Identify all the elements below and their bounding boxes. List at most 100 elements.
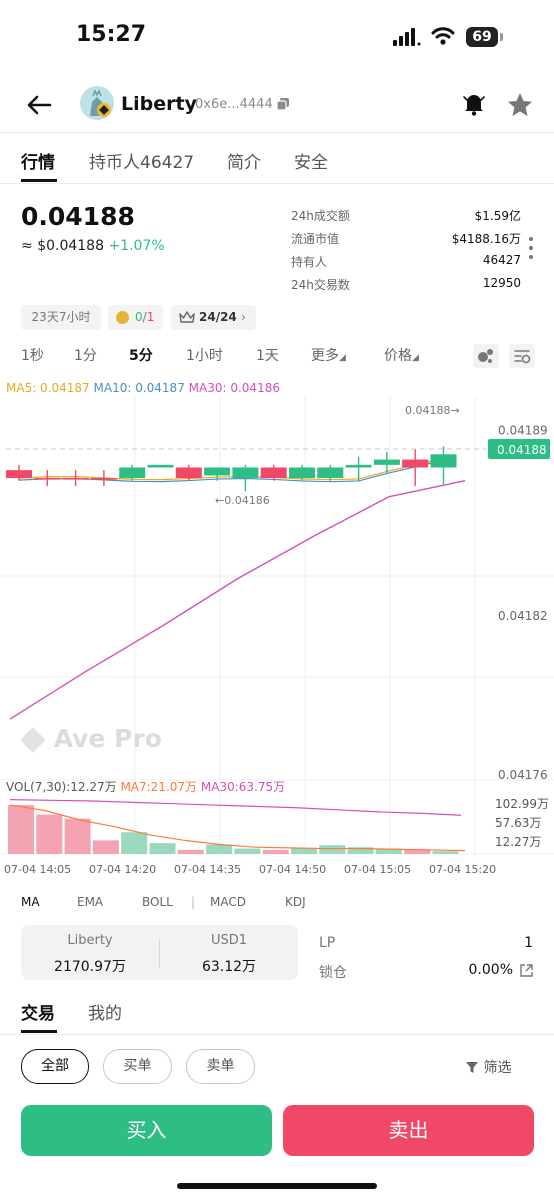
status-time: 15:27	[76, 22, 147, 47]
candle-body	[62, 478, 89, 480]
token-name: Liberty	[121, 93, 197, 115]
ma-legend: MA5: 0.04187 MA10: 0.04187 MA30: 0.04186	[6, 381, 280, 395]
lp-label: LP	[319, 935, 336, 951]
candle-body	[402, 459, 429, 468]
volume-bar	[36, 814, 63, 854]
caret-down-icon: ◢	[339, 353, 346, 363]
time-axis-label: 07-04 14:05	[4, 863, 71, 876]
back-arrow-icon[interactable]	[26, 94, 52, 116]
crown-chip[interactable]: 24/24 ›	[171, 305, 256, 330]
tab-holders[interactable]: 持币人46427	[89, 153, 195, 173]
wifi-icon	[431, 27, 455, 45]
volume-bar	[375, 848, 402, 854]
stat-label-volume: 24h成交额	[291, 209, 350, 223]
candle-body	[204, 467, 231, 476]
price-chart[interactable]: 0.04189 0.04182 0.04176 0.04188 0.04188→ ←0.0…	[0, 396, 554, 880]
funnel-icon	[466, 1062, 478, 1073]
ma30-value: MA30: 0.04186	[188, 381, 280, 395]
volume-bar	[64, 818, 91, 854]
vol-ma7-value: MA7:21.07万	[120, 780, 198, 794]
timeframe-1h[interactable]: 1小时	[186, 348, 223, 364]
active-tab-indicator	[21, 179, 57, 182]
price-axis-label: 0.04176	[498, 768, 548, 782]
liquidity-pool-box: Liberty 2170.97万 USD1 63.12万	[21, 925, 298, 980]
token-avatar	[80, 86, 114, 120]
ma30-price-line	[9, 480, 466, 720]
time-axis-label: 07-04 14:50	[259, 863, 326, 876]
high-annotation: 0.04188→	[405, 404, 460, 417]
favorite-star-icon[interactable]	[506, 91, 534, 119]
candle-body	[430, 454, 457, 468]
filter-sell[interactable]: 卖单	[186, 1049, 255, 1084]
indicator-ma[interactable]: MA	[21, 895, 40, 909]
timeframe-1d[interactable]: 1天	[256, 348, 279, 364]
stat-label-holders: 持有人	[291, 255, 328, 269]
volume-bar	[92, 840, 119, 854]
candle-body	[175, 467, 202, 479]
chart-tools-button[interactable]	[473, 344, 499, 368]
candle-body	[6, 470, 32, 479]
tax-values: 0/1	[135, 305, 154, 330]
sell-button[interactable]: 卖出	[283, 1105, 534, 1156]
tab-intro[interactable]: 简介	[227, 153, 261, 173]
volume-bar	[149, 843, 176, 854]
watermark-text: Ave Pro	[53, 724, 162, 753]
filter-buy[interactable]: 买单	[103, 1049, 172, 1084]
time-axis-label: 07-04 14:35	[174, 863, 241, 876]
battery-cap	[500, 33, 503, 41]
indicator-ema[interactable]: EMA	[77, 895, 104, 909]
tax-chip[interactable]: 0/1	[108, 305, 163, 330]
pool-token-value: 2170.97万	[54, 959, 126, 975]
filter-button[interactable]: 筛选	[465, 1057, 511, 1077]
candle-body	[232, 467, 259, 479]
home-indicator	[177, 1183, 377, 1189]
filter-all[interactable]: 全部	[21, 1049, 89, 1084]
alert-bell-icon[interactable]	[461, 91, 487, 117]
stat-label-mcap: 流通市值	[291, 232, 340, 246]
copy-icon[interactable]	[276, 97, 290, 111]
candle-body	[345, 464, 372, 468]
age-chip: 23天7小时	[21, 305, 101, 330]
vol-ma7-line	[9, 804, 466, 852]
volume-bar	[234, 848, 261, 854]
external-link-icon[interactable]	[519, 963, 534, 978]
timeframe-1s[interactable]: 1秒	[21, 348, 44, 364]
tab-market[interactable]: 行情	[21, 153, 55, 173]
indicator-kdj[interactable]: KDJ	[285, 895, 306, 909]
candle-body	[34, 478, 61, 480]
buy-tax: 0	[135, 310, 143, 324]
price-change: +1.07%	[108, 238, 165, 254]
tab-security[interactable]: 安全	[294, 153, 328, 173]
price-mode-select[interactable]: 价格◢	[384, 345, 419, 365]
buy-button[interactable]: 买入	[21, 1105, 272, 1156]
time-axis-label: 07-04 15:05	[344, 863, 411, 876]
candle-body	[317, 467, 344, 479]
stat-label-txns: 24h交易数	[291, 278, 350, 292]
more-vertical-icon[interactable]	[527, 236, 535, 260]
indicator-boll[interactable]: BOLL	[142, 895, 173, 909]
stat-value-txns: 12950	[482, 276, 521, 290]
usd-price-line: ≈ $0.04188 +1.07%	[21, 238, 165, 254]
candle-body	[119, 467, 146, 479]
indicator-macd[interactable]: MACD	[210, 895, 246, 909]
timeframe-5m[interactable]: 5分	[129, 348, 153, 364]
tab-mine[interactable]: 我的	[88, 1004, 122, 1024]
volume-bar	[177, 849, 204, 854]
tab-trades[interactable]: 交易	[21, 1004, 55, 1024]
price-axis-label: 0.04182	[498, 609, 548, 623]
settings-sliders-icon	[514, 350, 531, 364]
price-axis-label: 0.04189	[498, 423, 548, 437]
vol-value: VOL(7,30):12.27万	[6, 780, 117, 794]
chart-settings-button[interactable]	[509, 344, 535, 368]
candle-body	[289, 467, 315, 479]
timeframe-1m[interactable]: 1分	[74, 348, 97, 364]
low-annotation: ←0.04186	[215, 494, 270, 507]
trade-tabs-divider	[0, 1034, 554, 1035]
tax-separator: /	[142, 310, 147, 324]
timeframe-more[interactable]: 更多◢	[311, 345, 346, 365]
volume-bar	[206, 844, 233, 854]
candle-body	[260, 467, 287, 479]
token-address: 0x6e...4444	[195, 97, 273, 112]
volume-bar	[121, 832, 148, 854]
time-axis-label: 07-04 14:20	[89, 863, 156, 876]
